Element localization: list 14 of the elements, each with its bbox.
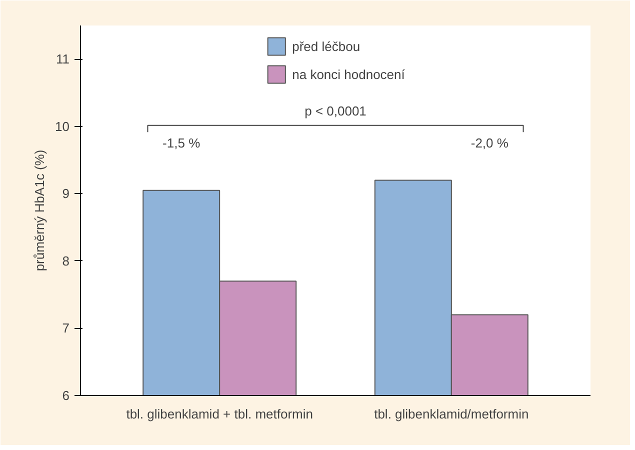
annotation: -1,5 % — [162, 135, 201, 150]
y-tick-label: 8 — [62, 253, 70, 268]
y-tick-label: 7 — [62, 320, 70, 336]
y-tick-label: 10 — [55, 118, 70, 134]
annotation: p < 0,0001 — [304, 104, 366, 119]
y-axis-title: průměrný HbA1c (%) — [32, 150, 48, 272]
legend-label: před léčbou — [292, 38, 360, 54]
y-tick-label: 6 — [62, 388, 70, 403]
legend-label: na konci hodnocení — [292, 66, 405, 82]
annotation: -2,0 % — [470, 135, 509, 150]
y-tick-label: 11 — [56, 52, 70, 67]
x-tick-label: tbl. glibenklamid/metformin — [374, 406, 529, 422]
y-tick-label: 9 — [62, 186, 70, 202]
x-tick-label: tbl. glibenklamid + tbl. metformin — [126, 406, 313, 422]
